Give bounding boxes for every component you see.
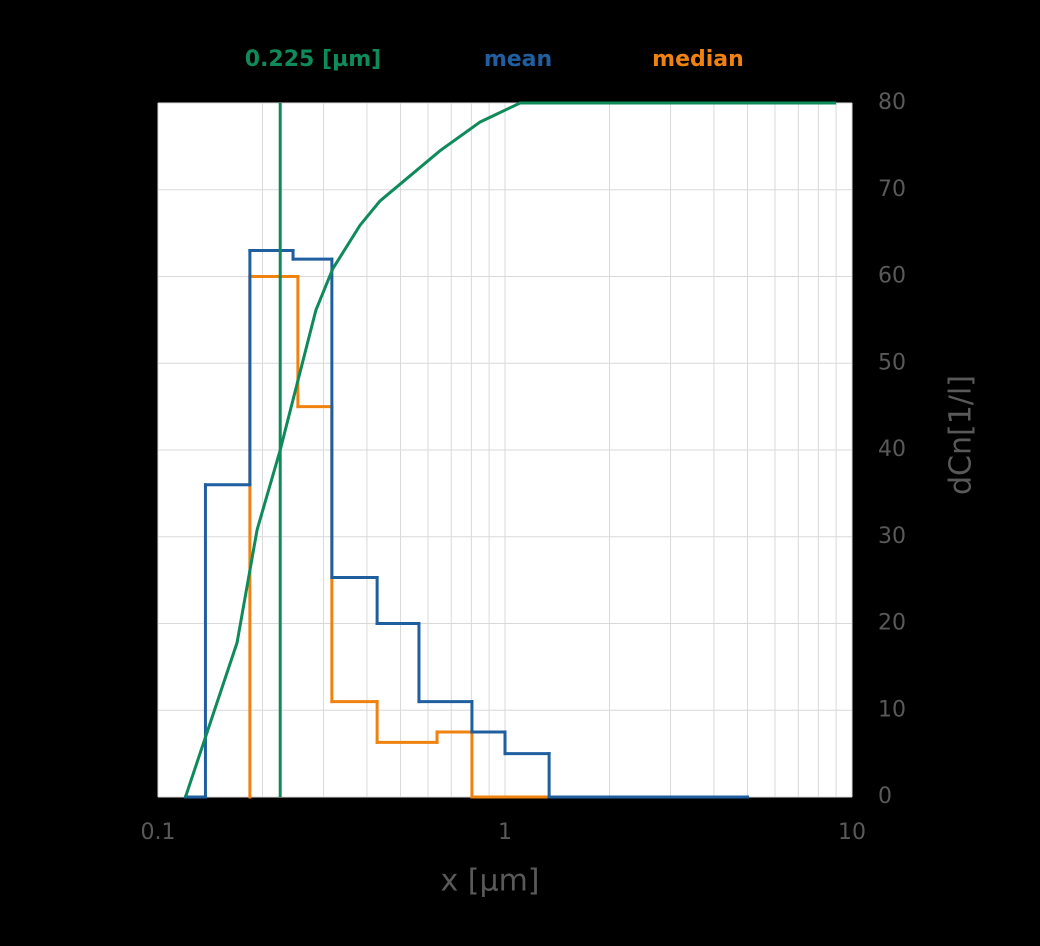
y-tick-label: 50 [878, 350, 906, 375]
x-tick-label: 0.1 [141, 820, 176, 845]
legend-label: mean [484, 47, 552, 72]
y-tick-label: 0 [878, 784, 892, 809]
grid [157, 102, 853, 798]
y-tick-label: 70 [878, 177, 906, 202]
x-tick-label: 1 [498, 820, 512, 845]
y-tick-label: 60 [878, 264, 906, 289]
y-tick-label: 80 [878, 90, 906, 115]
cumulative-curve [184, 101, 837, 798]
y-tick-label: 10 [878, 697, 906, 722]
x-tick-label: 10 [838, 820, 866, 845]
x-axis-title: x [µm] [440, 864, 539, 899]
marks [183, 101, 837, 799]
y-tick-label: 40 [878, 437, 906, 462]
legend-label: 0.225 [µm] [245, 47, 381, 72]
y-tick-label: 20 [878, 611, 906, 636]
legend-label: median [652, 47, 744, 72]
y-axis-title: dCn[1/l] [944, 375, 979, 495]
y-tick-label: 30 [878, 524, 906, 549]
